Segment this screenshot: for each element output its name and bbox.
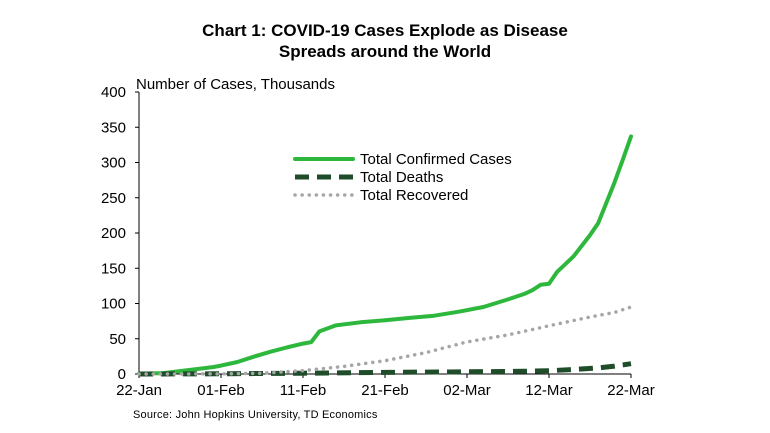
x-tick-label: 22-Jan <box>116 382 162 399</box>
y-tick-label: 250 <box>101 190 126 207</box>
series-line-1 <box>137 134 633 376</box>
x-tick-label: 01-Feb <box>197 382 245 399</box>
source-note: Source: John Hopkins University, TD Econ… <box>133 409 378 421</box>
y-tick-label: 100 <box>101 296 126 313</box>
legend-label-3: Total Recovered <box>360 187 468 204</box>
y-tick-label: 200 <box>101 225 126 242</box>
chart-title: Chart 1: COVID-19 Cases Explode as Disea… <box>202 21 568 40</box>
x-tick-label: 02-Mar <box>443 382 491 399</box>
y-axis-label: Number of Cases, Thousands <box>136 76 335 93</box>
chart-title-line-2: Spreads around the World <box>278 42 492 61</box>
legend-label-1: Total Confirmed Cases <box>360 151 512 168</box>
x-tick-label: 22-Mar <box>607 382 655 399</box>
y-tick-label: 400 <box>101 84 126 101</box>
series-line-3 <box>137 305 633 376</box>
x-tick-label: 12-Mar <box>525 382 573 399</box>
x-tick-label: 11-Feb <box>280 382 326 399</box>
x-tick-label: 21-Feb <box>361 382 409 399</box>
y-tick-label: 300 <box>101 155 126 172</box>
y-tick-label: 150 <box>101 260 126 277</box>
y-tick-label: 0 <box>118 366 126 383</box>
legend-label-2: Total Deaths <box>360 169 443 186</box>
y-tick-label: 350 <box>101 119 126 136</box>
y-tick-label: 50 <box>109 331 126 348</box>
series-line-2 <box>138 361 632 377</box>
